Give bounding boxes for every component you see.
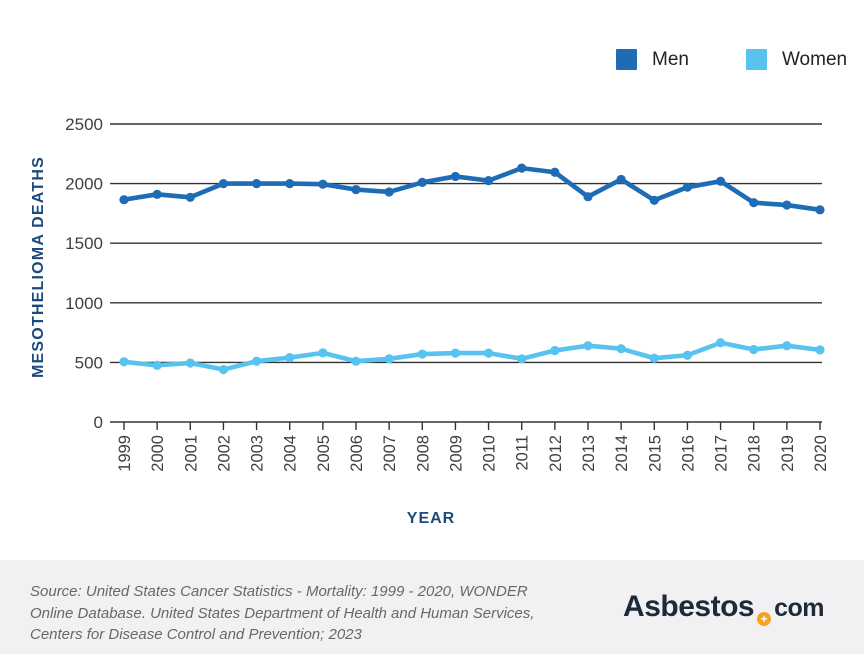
men-point: [417, 177, 427, 188]
men-point: [185, 192, 195, 202]
women-point: [517, 354, 527, 364]
men-point: [815, 205, 825, 215]
men-point: [251, 179, 262, 189]
women-swatch-icon: [745, 49, 767, 70]
men-point: [550, 167, 560, 177]
y-tick-label: 500: [75, 353, 103, 372]
men-point: [715, 176, 726, 186]
men-point: [749, 198, 759, 208]
men-point: [152, 189, 162, 199]
women-point: [285, 353, 295, 363]
men-point: [616, 174, 626, 185]
source-text: Source: United States Cancer Statistics …: [30, 583, 535, 643]
x-tick-label: 2016: [679, 435, 697, 472]
line-chart: 0 500 1000 1500 2000 2500 1999 2000 2001 2002 2003…: [65, 115, 830, 472]
x-tick-label: 2004: [282, 435, 300, 472]
men-point: [682, 182, 693, 192]
women-point: [318, 348, 328, 358]
x-tick-label: 2018: [746, 435, 764, 472]
men-point: [351, 184, 361, 195]
x-tick-label: 2015: [646, 435, 664, 472]
y-tick-label: 1500: [65, 234, 103, 253]
women-point: [616, 344, 626, 354]
footer: Source: United States Cancer Statistics …: [0, 560, 864, 654]
x-tick-label: 2006: [348, 435, 366, 472]
x-tick-label: 2007: [381, 435, 399, 472]
x-tick-label: 2014: [613, 435, 631, 472]
women-point: [682, 350, 693, 360]
x-tick-label: 2003: [249, 435, 267, 472]
women-point: [251, 356, 262, 366]
women-point: [218, 364, 229, 375]
legend-item-women[interactable]: Women: [745, 49, 848, 70]
women-point: [782, 341, 792, 351]
women-point: [384, 354, 394, 364]
men-point: [583, 192, 593, 202]
men-line: [121, 165, 823, 213]
women-point: [483, 348, 494, 358]
asbestos-logo[interactable]: Asbestos + com: [623, 589, 824, 626]
women-point: [715, 338, 726, 348]
legend-label-men: Men: [652, 49, 689, 70]
y-tick-label: 1000: [65, 294, 103, 313]
y-tick-label: 0: [94, 413, 103, 432]
men-point: [119, 195, 129, 205]
women-point: [450, 348, 461, 358]
x-axis-title: YEAR: [406, 510, 456, 527]
x-tick-label: 2011: [514, 435, 532, 470]
x-tick-label: 2020: [812, 435, 830, 472]
logo-plus-icon: +: [757, 612, 772, 626]
logo-text-asbestos: Asbestos: [623, 590, 755, 623]
x-tick-label: 2001: [182, 435, 200, 472]
women-point: [649, 353, 659, 363]
men-point: [517, 163, 527, 173]
x-tick-label: 2010: [481, 435, 499, 472]
women-point: [583, 341, 593, 351]
x-tick-label: 1999: [116, 435, 134, 472]
women-point: [550, 345, 560, 356]
legend-item-men[interactable]: Men: [616, 49, 689, 70]
x-tick-label: 2008: [414, 435, 432, 472]
women-point: [749, 344, 759, 355]
men-point: [450, 171, 461, 182]
men-point: [483, 176, 494, 186]
men-point: [318, 179, 328, 189]
legend-label-women: Women: [781, 49, 848, 70]
men-point: [649, 195, 659, 205]
x-tick-label: 2005: [315, 435, 333, 472]
y-tick-label: 2000: [65, 175, 103, 194]
men-point: [782, 200, 792, 210]
men-point: [384, 187, 394, 197]
women-point: [119, 357, 129, 367]
women-point: [185, 358, 195, 368]
men-swatch-icon: [616, 49, 637, 70]
x-tick-label: 2012: [547, 435, 565, 472]
men-point: [285, 179, 295, 189]
x-tick-label: 2019: [779, 435, 797, 472]
women-point: [152, 360, 162, 370]
women-point: [815, 345, 825, 355]
men-point: [218, 179, 229, 189]
x-tick-label: 2000: [149, 435, 167, 472]
women-line: [121, 340, 823, 372]
legend: Men Women: [616, 49, 847, 70]
x-tick-label: 2009: [447, 435, 465, 472]
x-tick-label: 2013: [580, 435, 598, 472]
women-point: [351, 356, 361, 366]
x-tick-label: 2002: [215, 435, 233, 472]
y-tick-label: 2500: [65, 115, 103, 134]
women-point: [417, 349, 427, 359]
logo-text-com: com: [774, 594, 824, 622]
x-tick-label: 2017: [713, 435, 731, 472]
